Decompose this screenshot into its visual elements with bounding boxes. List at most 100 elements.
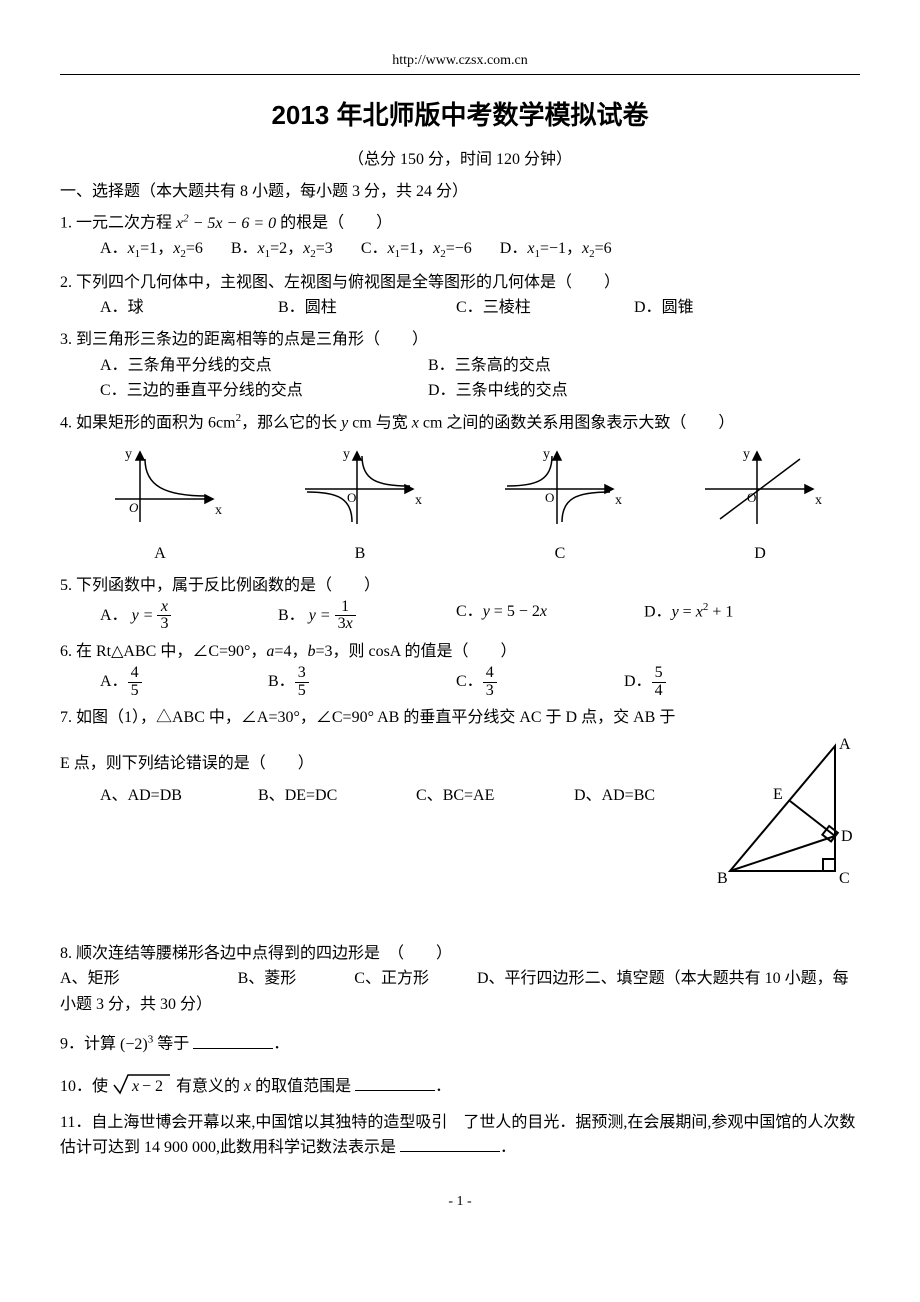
page-title: 2013 年北师版中考数学模拟试卷 bbox=[60, 95, 860, 137]
q6-opt-c: C．43 bbox=[456, 665, 596, 700]
q4-fig-a: x y O A bbox=[95, 444, 225, 567]
divider bbox=[60, 74, 860, 75]
q3-opt-b: B．三条高的交点 bbox=[428, 353, 728, 379]
q9-expr: (−2)3 bbox=[120, 1036, 153, 1053]
svg-text:− 2: − 2 bbox=[142, 1078, 163, 1095]
q7-opt-d: D、AD=BC bbox=[574, 783, 655, 809]
q7-opt-b: B、DE=DC bbox=[258, 783, 388, 809]
q4-fig-c: x y O C bbox=[495, 444, 625, 567]
question-2: 2. 下列四个几何体中，主视图、左视图与俯视图是全等图形的几何体是（ ） A．球… bbox=[60, 270, 860, 321]
q1-stem-a: 1. 一元二次方程 bbox=[60, 215, 176, 232]
svg-text:E: E bbox=[773, 786, 783, 803]
q5-opt-d: D．y = x2 + 1 bbox=[644, 599, 733, 634]
question-9: 9．计算 (−2)3 等于 ． bbox=[60, 1031, 860, 1057]
graph-d-icon: x y O bbox=[695, 444, 825, 529]
header-url: http://www.czsx.com.cn bbox=[60, 50, 860, 72]
q7-opt-c: C、BC=AE bbox=[416, 783, 546, 809]
q1-stem-b: 的根是（ ） bbox=[280, 215, 392, 232]
q10-blank[interactable] bbox=[355, 1074, 435, 1091]
svg-text:x: x bbox=[131, 1078, 139, 1095]
svg-text:x: x bbox=[215, 503, 222, 518]
q6-opt-d: D．54 bbox=[624, 665, 666, 700]
question-3: 3. 到三角形三条边的距离相等的点是三角形（ ） A．三条角平分线的交点 B．三… bbox=[60, 327, 860, 404]
q2-opt-d: D．圆锥 bbox=[634, 295, 694, 321]
graph-c-icon: x y O bbox=[495, 444, 625, 529]
question-1: 1. 一元二次方程 x2 − 5x − 6 = 0 的根是（ ） A．x1=1，… bbox=[60, 210, 860, 264]
q11-blank[interactable] bbox=[400, 1135, 500, 1152]
q9-stem-b: 等于 bbox=[157, 1036, 189, 1053]
q6-opt-b: B．35 bbox=[268, 665, 428, 700]
q8-opt-b: B、菱形 bbox=[238, 970, 297, 987]
q1-opt-d: D．x1=−1，x2=6 bbox=[500, 236, 612, 264]
svg-text:B: B bbox=[717, 870, 728, 887]
graph-b-icon: x y O bbox=[295, 444, 425, 529]
q10-x: x 的取值范围是 bbox=[244, 1078, 351, 1095]
q4-label-c: C bbox=[495, 541, 625, 567]
svg-text:y: y bbox=[743, 447, 750, 462]
question-6: 6. 在 Rt△ABC 中，∠C=90°，a=4，b=3，则 cosA 的值是（… bbox=[60, 639, 860, 699]
question-11: 11．自上海世博会开幕以来,中国馆以其独特的造型吸引 了世人的目光．据预测,在会… bbox=[60, 1110, 860, 1161]
q2-opt-c: C．三棱柱 bbox=[456, 295, 606, 321]
q1-opt-a: A．x1=1，x2=6 bbox=[100, 236, 203, 264]
svg-text:x: x bbox=[615, 493, 622, 508]
svg-text:y: y bbox=[543, 447, 550, 462]
q10-stem-b: 有意义的 bbox=[176, 1078, 240, 1095]
q3-opt-a: A．三条角平分线的交点 bbox=[100, 353, 400, 379]
q4-stem: 4. 如果矩形的面积为 6cm2，那么它的长 y cm 与宽 x cm 之间的函… bbox=[60, 410, 860, 436]
svg-text:O: O bbox=[747, 490, 756, 505]
q3-opt-c: C．三边的垂直平分线的交点 bbox=[100, 378, 400, 404]
q1-opt-b: B．x1=2，x2=3 bbox=[231, 236, 333, 264]
q4-label-b: B bbox=[295, 541, 425, 567]
q4-label-a: A bbox=[95, 541, 225, 567]
svg-text:x: x bbox=[815, 493, 822, 508]
q9-blank[interactable] bbox=[193, 1032, 273, 1049]
q8-stem: 8. 顺次连结等腰梯形各边中点得到的四边形是 （ ） bbox=[60, 941, 860, 967]
svg-text:O: O bbox=[347, 490, 356, 505]
q2-opt-b: B．圆柱 bbox=[278, 295, 428, 321]
q2-stem: 2. 下列四个几何体中，主视图、左视图与俯视图是全等图形的几何体是（ ） bbox=[60, 270, 860, 296]
subtitle: （总分 150 分，时间 120 分钟） bbox=[60, 147, 860, 173]
triangle-icon: A B C D E bbox=[705, 731, 860, 896]
q1-opt-c: C．x1=1，x2=−6 bbox=[361, 236, 472, 264]
q5-opt-b: B． y = 13x bbox=[278, 599, 428, 634]
section-heading-1: 一、选择题（本大题共有 8 小题，每小题 3 分，共 24 分） bbox=[60, 179, 860, 205]
q8-opt-c: C、正方形 bbox=[354, 970, 429, 987]
q4-figures: x y O A x y O bbox=[60, 444, 860, 567]
q10-stem-a: 10．使 bbox=[60, 1078, 112, 1095]
q2-opt-a: A．球 bbox=[100, 295, 250, 321]
svg-text:A: A bbox=[839, 736, 851, 753]
question-8: 8. 顺次连结等腰梯形各边中点得到的四边形是 （ ） A、矩形 B、菱形 C、正… bbox=[60, 941, 860, 1018]
svg-text:O: O bbox=[545, 490, 554, 505]
svg-text:O: O bbox=[129, 500, 139, 515]
section-heading-2: 二、填空题（本大题共有 10 小题，每小题 3 分，共 30 分） bbox=[60, 970, 849, 1013]
question-7: 7. 如图（1），△ABC 中，∠A=30°，∠C=90° AB 的垂直平分线交… bbox=[60, 705, 860, 910]
q9-stem-a: 9．计算 bbox=[60, 1036, 120, 1053]
q6-opt-a: A．45 bbox=[100, 665, 240, 700]
question-4: 4. 如果矩形的面积为 6cm2，那么它的长 y cm 与宽 x cm 之间的函… bbox=[60, 410, 860, 567]
q3-stem: 3. 到三角形三条边的距离相等的点是三角形（ ） bbox=[60, 327, 860, 353]
svg-text:D: D bbox=[841, 828, 853, 845]
q4-fig-b: x y O B bbox=[295, 444, 425, 567]
q7-opt-a: A、AD=DB bbox=[100, 783, 230, 809]
svg-text:y: y bbox=[343, 447, 350, 462]
q5-stem: 5. 下列函数中，属于反比例函数的是（ ） bbox=[60, 573, 860, 599]
q8-opt-d: D、平行四边形 bbox=[477, 970, 585, 987]
q5-opt-a: A． y = x3 bbox=[100, 599, 250, 634]
q1-equation: x2 − 5x − 6 = 0 bbox=[176, 215, 280, 232]
page-number: - 1 - bbox=[60, 1191, 860, 1213]
q3-opt-d: D．三条中线的交点 bbox=[428, 378, 728, 404]
q8-opt-a: A、矩形 bbox=[60, 970, 120, 987]
svg-text:x: x bbox=[415, 493, 422, 508]
svg-text:y: y bbox=[125, 447, 132, 462]
svg-text:C: C bbox=[839, 870, 850, 887]
question-10: 10．使 x − 2 有意义的 x 的取值范围是 ． bbox=[60, 1071, 860, 1100]
q7-stem: 7. 如图（1），△ABC 中，∠A=30°，∠C=90° AB 的垂直平分线交… bbox=[60, 705, 860, 731]
q4-fig-d: x y O D bbox=[695, 444, 825, 567]
q6-stem: 6. 在 Rt△ABC 中，∠C=90°，a=4，b=3，则 cosA 的值是（… bbox=[60, 639, 860, 665]
q10-radical: x − 2 bbox=[112, 1078, 176, 1095]
q5-opt-c: C．y = 5 − 2x bbox=[456, 599, 616, 634]
question-5: 5. 下列函数中，属于反比例函数的是（ ） A． y = x3 B． y = 1… bbox=[60, 573, 860, 633]
q7-figure: A B C D E bbox=[705, 731, 860, 905]
q4-label-d: D bbox=[695, 541, 825, 567]
graph-a-icon: x y O bbox=[95, 444, 225, 529]
